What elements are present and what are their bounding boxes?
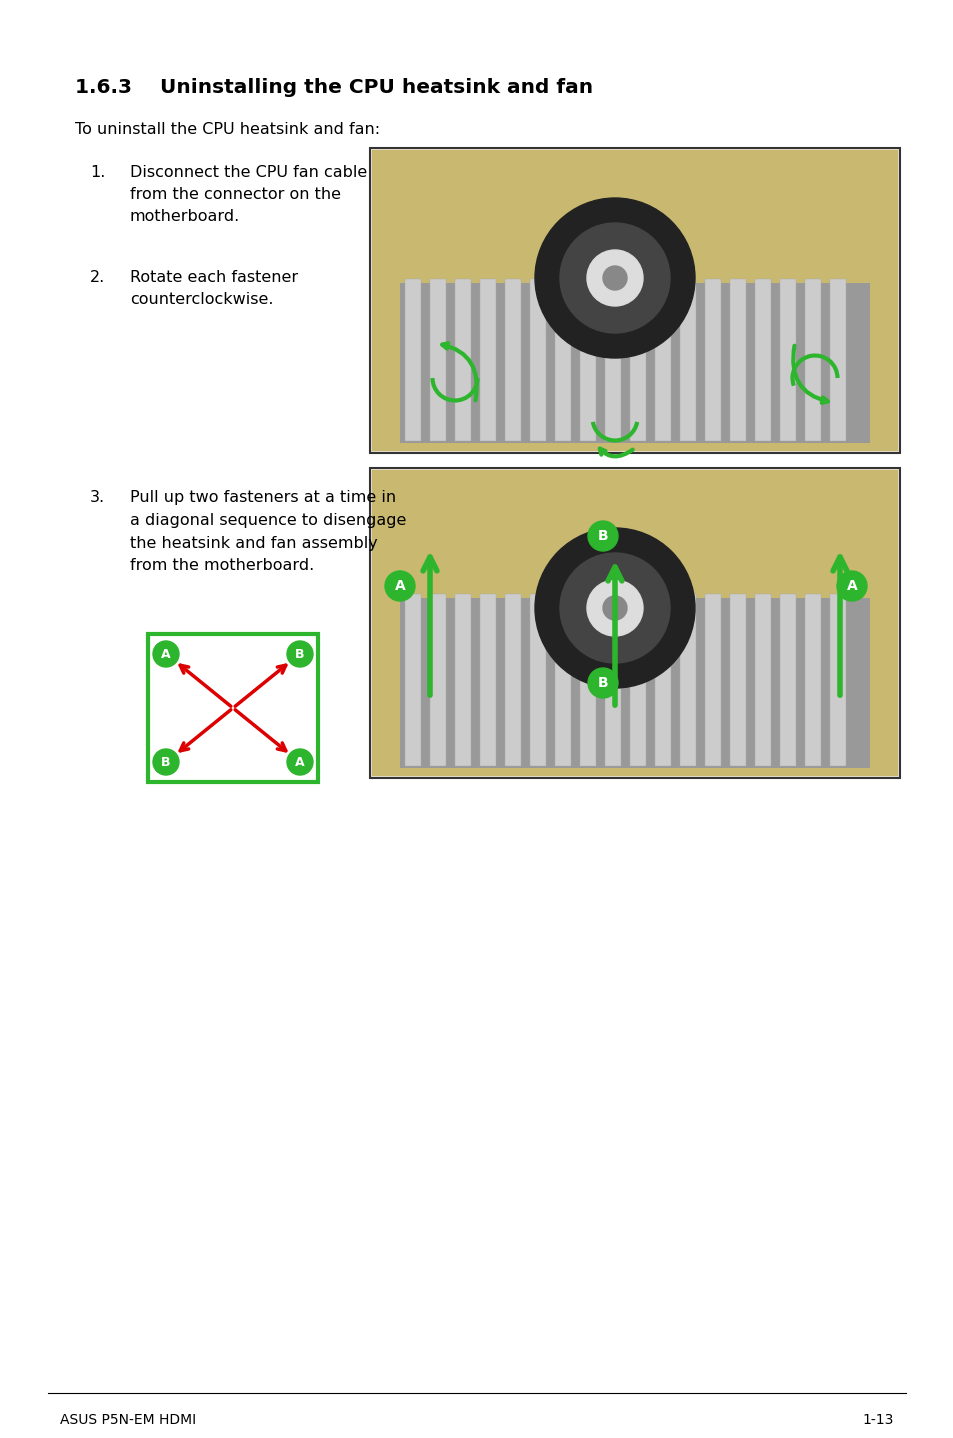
- Bar: [370, 148, 899, 453]
- Bar: [455, 279, 471, 441]
- Circle shape: [586, 580, 642, 636]
- Bar: [655, 279, 670, 441]
- Text: A: A: [395, 580, 405, 592]
- Bar: [804, 279, 821, 441]
- Bar: [372, 470, 897, 777]
- Bar: [455, 594, 471, 766]
- Bar: [479, 279, 496, 441]
- Text: ASUS P5N-EM HDMI: ASUS P5N-EM HDMI: [60, 1414, 196, 1426]
- Bar: [148, 634, 317, 782]
- Bar: [829, 594, 845, 766]
- Bar: [704, 279, 720, 441]
- Bar: [780, 594, 795, 766]
- Bar: [604, 594, 620, 766]
- Text: A: A: [294, 755, 305, 768]
- Text: 1.: 1.: [90, 165, 105, 180]
- Bar: [780, 279, 795, 441]
- Text: B: B: [598, 529, 608, 544]
- Circle shape: [152, 749, 179, 775]
- Text: 1.6.3    Uninstalling the CPU heatsink and fan: 1.6.3 Uninstalling the CPU heatsink and …: [75, 78, 593, 96]
- Bar: [530, 279, 545, 441]
- Circle shape: [559, 554, 669, 663]
- Bar: [804, 594, 821, 766]
- Bar: [729, 594, 745, 766]
- Circle shape: [602, 595, 626, 620]
- Bar: [504, 594, 520, 766]
- Circle shape: [152, 641, 179, 667]
- Circle shape: [287, 641, 313, 667]
- Text: A: A: [161, 647, 171, 660]
- Bar: [530, 594, 545, 766]
- Bar: [604, 279, 620, 441]
- Bar: [405, 594, 420, 766]
- Bar: [704, 594, 720, 766]
- Bar: [629, 279, 645, 441]
- Bar: [754, 594, 770, 766]
- Bar: [655, 594, 670, 766]
- Circle shape: [559, 223, 669, 334]
- Text: B: B: [598, 676, 608, 690]
- Text: Rotate each fastener
counterclockwise.: Rotate each fastener counterclockwise.: [130, 270, 297, 308]
- Bar: [679, 594, 696, 766]
- Bar: [372, 150, 897, 452]
- Bar: [555, 279, 571, 441]
- Bar: [370, 467, 899, 778]
- Bar: [629, 594, 645, 766]
- Bar: [679, 279, 696, 441]
- Text: Disconnect the CPU fan cable
from the connector on the
motherboard.: Disconnect the CPU fan cable from the co…: [130, 165, 367, 224]
- Bar: [430, 279, 446, 441]
- Bar: [405, 279, 420, 441]
- Text: Pull up two fasteners at a time in
a diagonal sequence to disengage
the heatsink: Pull up two fasteners at a time in a dia…: [130, 490, 406, 574]
- Bar: [729, 279, 745, 441]
- Circle shape: [586, 250, 642, 306]
- Circle shape: [602, 266, 626, 290]
- Text: 3.: 3.: [90, 490, 105, 505]
- Text: To uninstall the CPU heatsink and fan:: To uninstall the CPU heatsink and fan:: [75, 122, 379, 137]
- Bar: [504, 279, 520, 441]
- Bar: [399, 283, 869, 443]
- Circle shape: [587, 521, 618, 551]
- Circle shape: [836, 571, 866, 601]
- Circle shape: [535, 198, 695, 358]
- Bar: [579, 594, 596, 766]
- Bar: [430, 594, 446, 766]
- Bar: [754, 279, 770, 441]
- Circle shape: [535, 528, 695, 687]
- Bar: [579, 279, 596, 441]
- Circle shape: [385, 571, 415, 601]
- Text: B: B: [294, 647, 304, 660]
- Bar: [399, 598, 869, 768]
- Bar: [829, 279, 845, 441]
- Bar: [479, 594, 496, 766]
- Text: 1-13: 1-13: [862, 1414, 893, 1426]
- Circle shape: [287, 749, 313, 775]
- Bar: [555, 594, 571, 766]
- Text: 2.: 2.: [90, 270, 105, 285]
- Text: B: B: [161, 755, 171, 768]
- Text: A: A: [845, 580, 857, 592]
- Circle shape: [587, 669, 618, 697]
